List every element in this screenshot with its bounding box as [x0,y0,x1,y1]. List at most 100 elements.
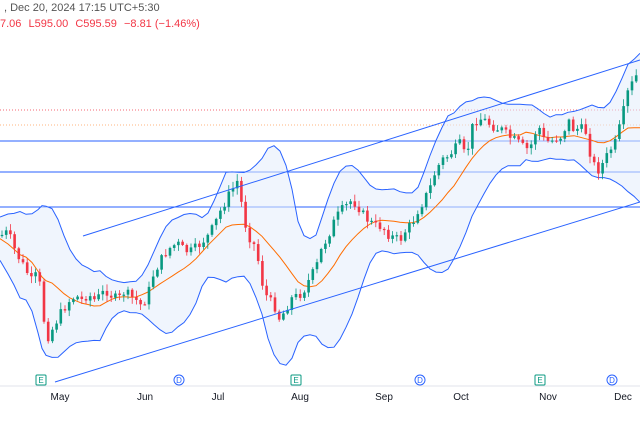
candle-body [21,259,25,263]
candle-body [349,201,352,205]
x-axis: May Jun Jul Aug Sep Oct Nov Dec [0,385,640,403]
candle-body [328,236,331,244]
candle-body [202,242,205,247]
candle-body [483,118,487,120]
candle-body [290,297,294,310]
candle-body [198,243,201,247]
candle-body [403,232,407,241]
candle-body [500,127,504,131]
candle-body [525,142,529,149]
candle-body [13,234,16,249]
x-tick-label: Nov [539,392,557,403]
candle-body [424,193,428,208]
candle-body [4,230,8,235]
earnings-marker-label: E [537,376,542,385]
candle-body [177,241,180,246]
candle-body [315,262,319,270]
candle-body [340,205,344,212]
candle-body [256,244,260,262]
candle-body [93,296,96,300]
candle-body [408,223,411,233]
dividend-marker-label: D [176,376,182,385]
candle-body [80,296,84,299]
candle-body [613,138,617,150]
candle-body [571,119,575,131]
candle-body [206,234,210,243]
event-marker[interactable]: E [35,374,47,386]
candle-body [584,124,588,134]
x-tick-label: Dec [614,392,632,403]
candle-body [542,127,546,138]
candle-body [307,279,310,293]
candle-body [164,255,168,257]
candle-body [622,106,625,125]
candle-body [471,124,474,149]
candle-body [601,163,604,174]
candle-body [361,210,365,213]
candle-body [588,133,592,157]
candle-body [626,90,630,107]
dividend-marker-circle [606,374,618,386]
dividend-marker-label: D [609,376,615,385]
candle-body [576,128,579,131]
candle-body [546,137,550,141]
candle-body [0,234,4,237]
channel-upper [82,59,640,237]
candle-body [42,281,46,322]
earnings-marker-box [290,374,302,386]
candle-body [462,139,466,150]
candle-body [34,272,37,277]
candle-body [168,247,172,256]
candle-body [210,225,214,235]
candle-body [181,241,184,245]
candle-body [534,134,537,145]
candle-body [118,293,121,296]
candle-body [235,180,239,189]
event-marker[interactable]: D [606,374,618,386]
dividend-marker-label: D [417,376,423,385]
candle-body [412,222,415,225]
upper-band [0,52,640,284]
candle-body [521,139,525,143]
candle-body [445,157,449,159]
event-marker[interactable]: E [290,374,302,386]
candle-body [605,153,609,164]
candle-body [508,129,512,138]
basis-line [0,127,640,307]
candle-body [391,235,394,239]
x-tick-label: Jun [137,392,153,403]
x-tick-label: Oct [453,392,469,403]
candle-body [277,311,281,320]
candle-body [345,204,348,206]
earnings-marker-label: E [38,376,43,385]
candle-body [618,124,621,139]
candle-body [139,299,142,305]
date-text: , Dec 20, 2024 17:15 UTC+5:30 [4,2,160,14]
candle-body [357,206,361,213]
dividend-marker-circle [173,374,185,386]
candle-body [517,136,520,140]
event-marker[interactable]: E [534,374,546,386]
x-tick-label: Sep [375,392,393,403]
candle-body [399,235,403,241]
candle-body [374,220,378,223]
candle-body [492,124,495,131]
candle-body [223,206,226,211]
ohlc-open: 7.06 [0,18,22,30]
candle-body [30,273,33,277]
candle-body [46,321,50,342]
candle-body [214,218,218,226]
candle-body [370,220,373,223]
candle-body [135,296,138,300]
candle-body [282,313,285,320]
candle-body [130,289,134,297]
candle-body [231,188,235,192]
candle-body [454,143,457,155]
candle-body [244,201,247,228]
candle-body [563,131,567,139]
candle-body [294,293,298,298]
event-marker[interactable]: D [414,374,426,386]
candle-body [189,247,193,253]
event-marker[interactable]: D [173,374,185,386]
